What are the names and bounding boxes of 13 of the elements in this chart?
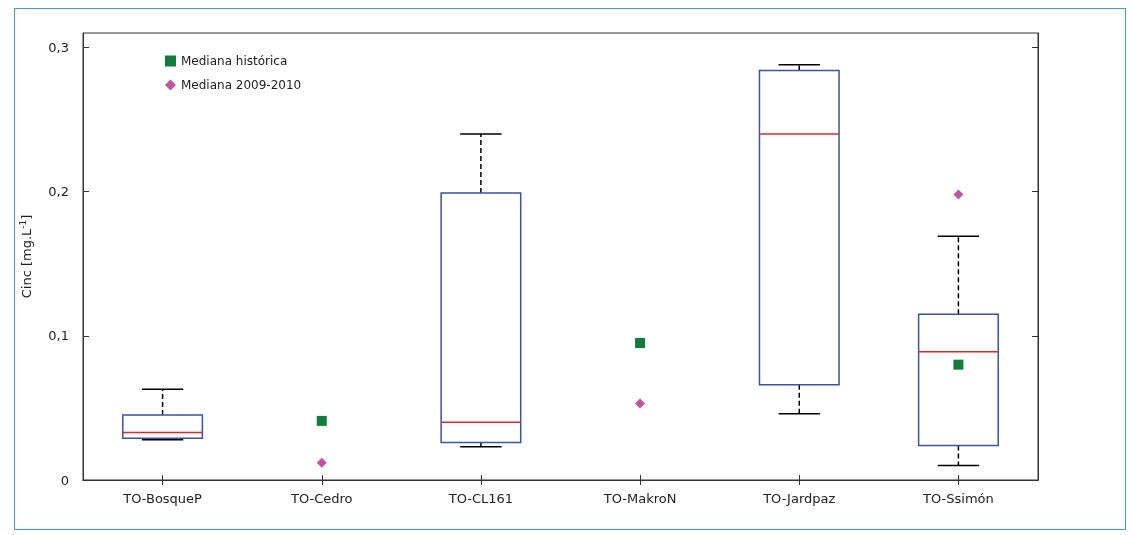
y-tick-label: 0,3 — [48, 39, 69, 55]
x-tick-label: TO-MakroN — [602, 491, 677, 506]
x-tick-label: TO-Jardpaz — [762, 491, 836, 506]
y-tick-label: 0,1 — [48, 328, 69, 344]
legend-label: Mediana histórica — [181, 54, 288, 68]
x-tick-label: TO-Ssimón — [922, 491, 994, 506]
x-tick-label: TO-Cedro — [289, 491, 353, 506]
y-tick-label: 0,2 — [48, 184, 69, 200]
x-tick-label: TO-CL161 — [447, 491, 514, 506]
x-tick-label: TO-BosqueP — [122, 491, 203, 506]
y-tick-label: 0 — [60, 472, 69, 488]
legend-label: Mediana 2009-2010 — [181, 78, 302, 92]
y-axis-title: Cinc [mg.L-1] — [17, 214, 34, 299]
